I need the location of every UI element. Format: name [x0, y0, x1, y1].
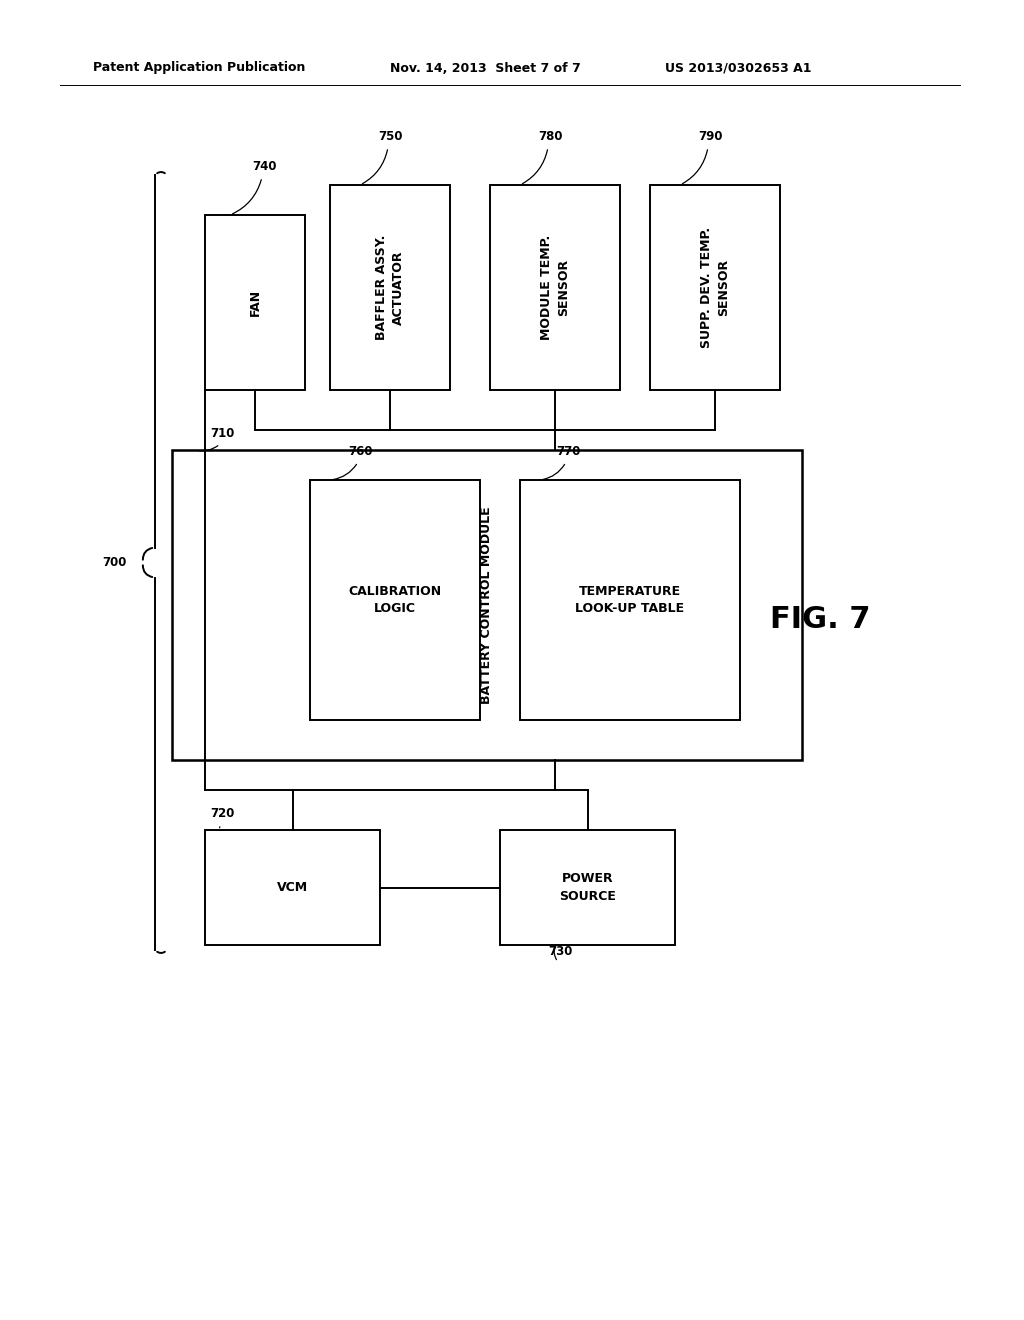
Text: POWER
SOURCE: POWER SOURCE	[559, 873, 616, 903]
Bar	[500, 830, 675, 945]
Text: Nov. 14, 2013  Sheet 7 of 7: Nov. 14, 2013 Sheet 7 of 7	[390, 62, 581, 74]
Text: VCM: VCM	[276, 880, 308, 894]
Text: CALIBRATION
LOGIC: CALIBRATION LOGIC	[348, 585, 441, 615]
Bar	[330, 185, 450, 389]
Text: 720: 720	[210, 807, 234, 820]
Bar	[650, 185, 780, 389]
Bar	[490, 185, 620, 389]
Text: 710: 710	[210, 426, 234, 440]
Bar	[205, 215, 305, 389]
Text: BATTERY CONTROL MODULE: BATTERY CONTROL MODULE	[480, 506, 494, 704]
Text: 740: 740	[252, 160, 276, 173]
Text: MODULE TEMP.
SENSOR: MODULE TEMP. SENSOR	[540, 235, 570, 341]
Bar	[205, 830, 380, 945]
Bar	[520, 480, 740, 719]
Text: TEMPERATURE
LOOK-UP TABLE: TEMPERATURE LOOK-UP TABLE	[575, 585, 685, 615]
Text: 730: 730	[548, 945, 572, 958]
Text: FIG. 7: FIG. 7	[770, 606, 870, 635]
Text: US 2013/0302653 A1: US 2013/0302653 A1	[665, 62, 811, 74]
Text: 750: 750	[378, 129, 402, 143]
Text: Patent Application Publication: Patent Application Publication	[93, 62, 305, 74]
Text: FAN: FAN	[249, 289, 261, 315]
Text: 780: 780	[538, 129, 562, 143]
Bar	[172, 450, 802, 760]
Text: 790: 790	[698, 129, 723, 143]
Text: 770: 770	[556, 445, 581, 458]
Text: 700: 700	[102, 556, 127, 569]
Text: BAFFLER ASSY.
ACTUATOR: BAFFLER ASSY. ACTUATOR	[375, 235, 406, 341]
Bar	[310, 480, 480, 719]
Text: SUPP. DEV. TEMP.
SENSOR: SUPP. DEV. TEMP. SENSOR	[700, 227, 730, 348]
Text: 760: 760	[348, 445, 373, 458]
